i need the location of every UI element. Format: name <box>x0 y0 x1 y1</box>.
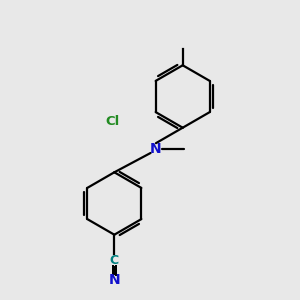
Text: Cl: Cl <box>106 115 120 128</box>
Text: N: N <box>109 273 120 287</box>
Text: C: C <box>110 254 119 267</box>
Text: N: N <box>150 142 162 155</box>
